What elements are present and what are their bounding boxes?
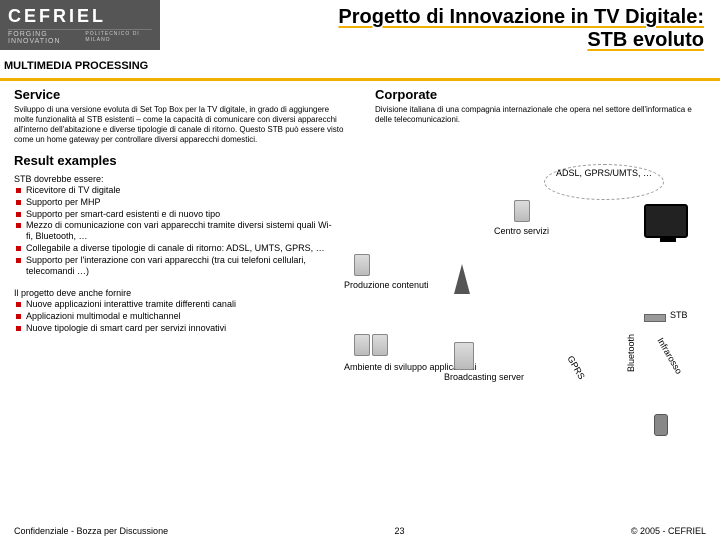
list-item: Nuove applicazioni interattive tramite d…	[14, 299, 334, 310]
label-centro: Centro servizi	[494, 226, 549, 236]
list-item: Ricevitore di TV digitale	[14, 185, 334, 196]
phone-icon	[654, 414, 668, 438]
footer-left: Confidenziale - Bozza per Discussione	[14, 526, 168, 536]
footer: Confidenziale - Bozza per Discussione 23…	[0, 526, 720, 536]
label-infrarosso: Infrarosso	[655, 336, 684, 376]
label-adsl: ADSL, GPRS/UMTS, …	[556, 168, 652, 178]
label-bluetooth: Bluetooth	[626, 334, 636, 372]
results-list1: Ricevitore di TV digitale Supporto per M…	[14, 185, 334, 276]
corporate-body: Divisione italiana di una compagnia inte…	[375, 105, 706, 125]
diagram: ADSL, GPRS/UMTS, … Centro servizi Produz…	[344, 174, 706, 335]
server-produzione	[354, 254, 370, 278]
corporate-section: Corporate Divisione italiana di una comp…	[375, 87, 706, 145]
footer-right: © 2005 - CEFRIEL	[631, 526, 706, 536]
server-ambiente	[354, 334, 388, 358]
label-stb: STB	[670, 310, 688, 320]
footer-page: 23	[394, 526, 404, 536]
list-item: Nuove tipologie di smart card per serviz…	[14, 323, 334, 334]
list-item: Mezzo di comunicazione con vari apparecc…	[14, 220, 334, 242]
corporate-heading: Corporate	[375, 87, 706, 102]
subtitle: MULTIMEDIA PROCESSING	[0, 58, 720, 78]
service-heading: Service	[14, 87, 345, 102]
service-body: Sviluppo di una versione evoluta di Set …	[14, 105, 345, 145]
logo-sub1: FORGING INNOVATION	[8, 31, 85, 45]
list-item: Supporto per smart-card esistenti e di n…	[14, 209, 334, 220]
server-broadcasting	[454, 342, 474, 372]
list-item: Collegabile a diverse tipologie di canal…	[14, 243, 334, 254]
label-ambiente: Ambiente di sviluppo applicazioni	[344, 362, 424, 372]
results-lead1: STB dovrebbe essere:	[14, 174, 334, 184]
label-gprs: GPRS	[565, 354, 586, 381]
results-lead2: Il progetto deve anche fornire	[14, 288, 334, 298]
server-centro	[514, 200, 530, 224]
label-produzione: Produzione contenuti	[344, 280, 414, 290]
results-list2: Nuove applicazioni interattive tramite d…	[14, 299, 334, 333]
list-item: Supporto per MHP	[14, 197, 334, 208]
list-item: Supporto per l'interazione con vari appa…	[14, 255, 334, 277]
results-text: STB dovrebbe essere: Ricevitore di TV di…	[14, 174, 334, 335]
tower-icon	[454, 264, 470, 296]
list-item: Applicazioni multimodal e multichannel	[14, 311, 334, 322]
logo-sub2: POLITECNICO DI MILANO	[85, 31, 152, 45]
logo: CEFRIEL FORGING INNOVATION POLITECNICO D…	[0, 0, 160, 50]
divider	[0, 78, 720, 81]
logo-main: CEFRIEL	[8, 6, 152, 27]
page-title: Progetto di Innovazione in TV Digitale: …	[160, 0, 720, 52]
service-section: Service Sviluppo di una versione evoluta…	[14, 87, 345, 145]
stb-icon	[644, 314, 666, 324]
label-broadcasting: Broadcasting server	[444, 372, 524, 382]
tv-icon	[644, 204, 688, 240]
